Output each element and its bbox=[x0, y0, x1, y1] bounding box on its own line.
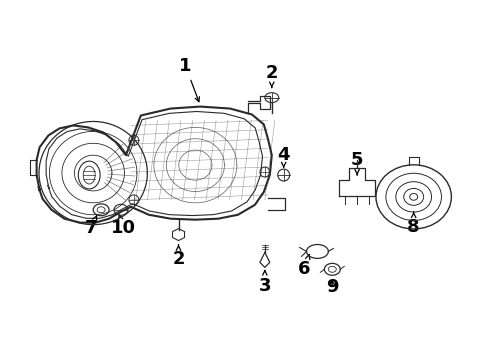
Text: 1: 1 bbox=[179, 57, 199, 102]
Text: 6: 6 bbox=[298, 255, 310, 278]
Text: 2: 2 bbox=[265, 64, 278, 87]
Text: 9: 9 bbox=[325, 278, 338, 296]
Text: 4: 4 bbox=[277, 146, 289, 167]
Text: 2: 2 bbox=[172, 245, 184, 269]
Text: 8: 8 bbox=[407, 212, 419, 236]
Text: 3: 3 bbox=[258, 271, 270, 295]
Text: 7: 7 bbox=[85, 216, 97, 237]
Text: 5: 5 bbox=[350, 151, 363, 175]
Text: 10: 10 bbox=[110, 215, 135, 237]
